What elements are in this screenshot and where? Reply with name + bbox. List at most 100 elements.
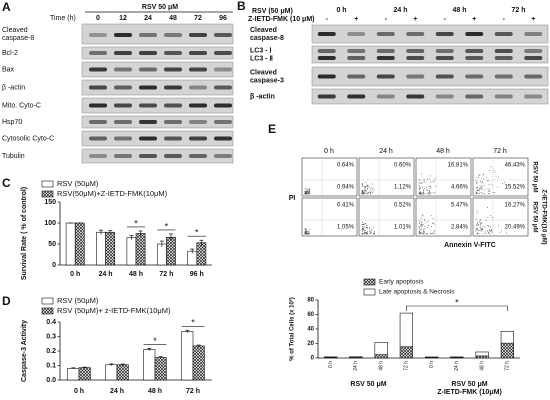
- event-dot: [492, 191, 494, 193]
- event-dot: [476, 229, 478, 230]
- event-dot: [362, 230, 363, 232]
- event-dot: [500, 230, 502, 232]
- event-dot: [363, 191, 365, 193]
- event-dot: [504, 181, 506, 183]
- band: [376, 56, 395, 60]
- band: [524, 94, 543, 99]
- event-dot: [433, 230, 435, 232]
- event-dot: [425, 189, 427, 191]
- event-dot: [365, 232, 367, 234]
- band: [347, 56, 366, 60]
- event-dot: [476, 228, 478, 230]
- event-dot: [307, 191, 309, 192]
- event-dot: [365, 187, 366, 189]
- event-dot: [432, 233, 434, 235]
- event-dot: [429, 190, 431, 192]
- event-dot: [475, 192, 477, 194]
- event-dot: [429, 175, 431, 177]
- event-dot: [309, 232, 311, 234]
- time: 24 h: [393, 7, 407, 14]
- event-dot: [475, 181, 477, 183]
- band: [376, 32, 395, 36]
- band: [139, 33, 157, 37]
- event-dot: [373, 232, 375, 234]
- bar: [116, 364, 129, 381]
- event-dot: [479, 188, 481, 190]
- event-dot: [491, 216, 493, 218]
- event-dot: [430, 181, 432, 183]
- event-dot: [487, 180, 489, 182]
- row-label: β -actin: [250, 93, 275, 100]
- event-dot: [421, 233, 423, 235]
- event-dot: [309, 188, 311, 190]
- event-dot: [368, 186, 370, 188]
- band: [406, 94, 425, 99]
- event-dot: [307, 230, 309, 232]
- event-dot: [489, 230, 491, 231]
- x-tick-label: 0 h: [74, 388, 84, 395]
- event-dot: [419, 187, 421, 189]
- panel-label: B: [237, 0, 246, 13]
- event-dot: [366, 224, 368, 226]
- event-dot: [475, 230, 477, 232]
- event-dot: [489, 228, 490, 230]
- event-dot: [488, 192, 490, 194]
- event-dot: [369, 227, 371, 229]
- column-label: 0 h: [324, 148, 334, 155]
- event-dot: [430, 225, 432, 227]
- event-dot: [365, 230, 366, 231]
- quadrant-value: 20.49%: [505, 225, 526, 231]
- x-tick-label: 24 h: [99, 271, 113, 278]
- row-label: RSV 50 μM: [531, 201, 537, 232]
- x-tick-label: 24 h: [454, 361, 460, 371]
- y-tick-label: 80: [307, 298, 314, 304]
- event-dot: [362, 192, 364, 194]
- band: [347, 74, 366, 79]
- band: [164, 103, 182, 108]
- bar: [475, 351, 489, 357]
- blot: [81, 46, 234, 60]
- x-tick-label: 48 h: [129, 271, 143, 278]
- event-dot: [367, 226, 369, 228]
- event-dot: [422, 229, 424, 231]
- y-tick-label: 0.1: [46, 362, 56, 369]
- event-dot: [430, 192, 432, 194]
- event-dot: [419, 220, 421, 222]
- event-dot: [367, 191, 369, 193]
- event-dot: [476, 210, 478, 212]
- event-dot: [421, 182, 423, 184]
- event-dot: [421, 217, 422, 219]
- event-dot: [419, 233, 421, 235]
- event-dot: [420, 223, 422, 225]
- event-dot: [308, 192, 310, 194]
- blot: [81, 79, 234, 96]
- event-dot: [418, 179, 420, 181]
- event-dot: [419, 231, 421, 233]
- row-label: caspase-8: [250, 35, 284, 42]
- bar: [399, 312, 413, 348]
- event-dot: [422, 224, 424, 226]
- x-tick-label: 0 h: [70, 271, 80, 278]
- sign: +: [531, 16, 535, 23]
- band: [114, 154, 132, 158]
- band: [114, 67, 132, 72]
- row-label: Z-IETD-FMK(10 μM): [540, 189, 546, 244]
- event-dot: [479, 186, 481, 188]
- event-dot: [479, 190, 480, 192]
- event-dot: [422, 186, 424, 188]
- event-dot: [366, 232, 368, 234]
- significance-mark: *: [195, 228, 199, 238]
- band: [435, 32, 454, 36]
- quadrant-value: 0.94%: [337, 185, 355, 191]
- event-dot: [482, 173, 484, 175]
- event-dot: [433, 180, 435, 182]
- row-label: Cleaved: [250, 27, 277, 34]
- band: [524, 49, 543, 53]
- x-tick-label: 48 h: [479, 361, 485, 371]
- event-dot: [369, 231, 371, 233]
- event-dot: [482, 233, 484, 235]
- bar: [156, 243, 167, 266]
- event-dot: [422, 179, 424, 181]
- event-dot: [418, 226, 420, 228]
- band: [494, 94, 513, 99]
